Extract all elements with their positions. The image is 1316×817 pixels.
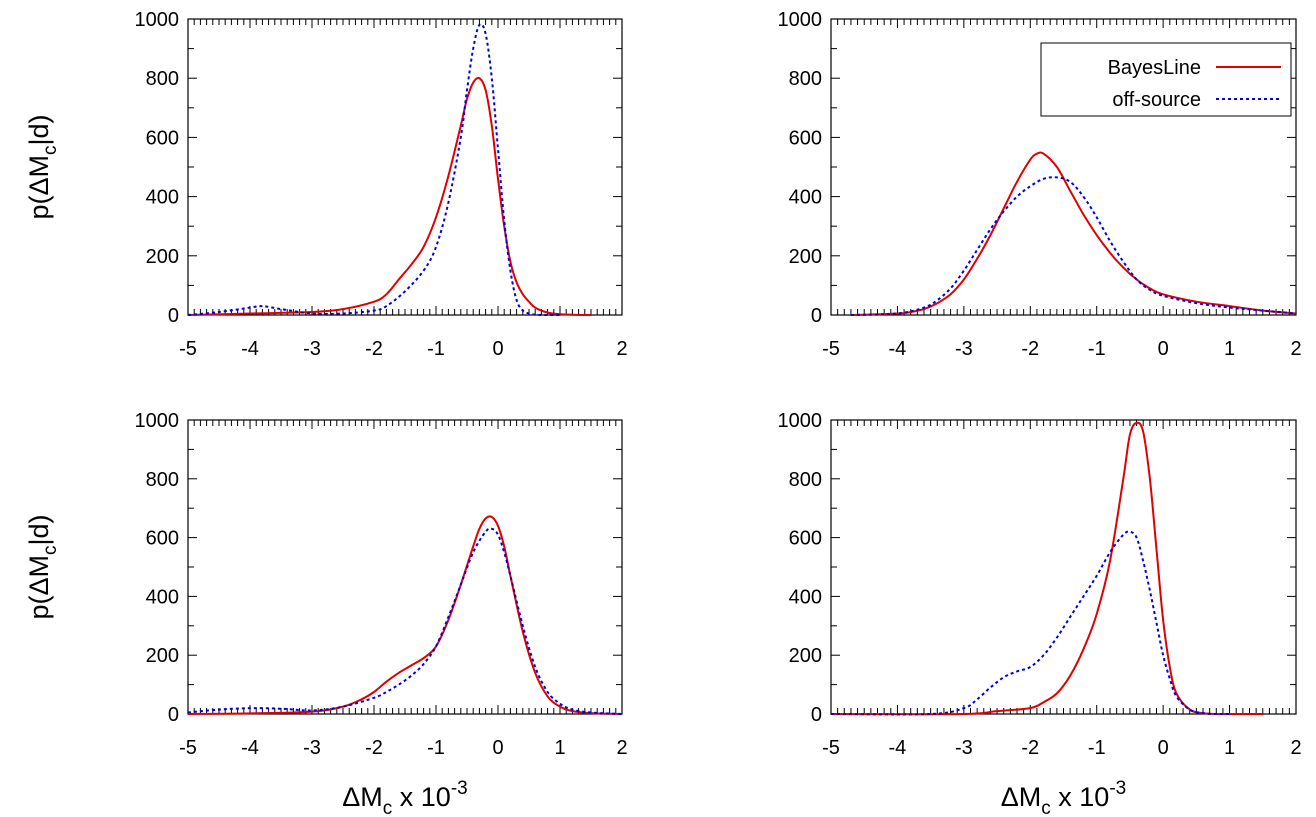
y-tick-label: 0 (811, 704, 822, 726)
y-tick-label: 600 (789, 127, 822, 149)
y-tick-label: 0 (168, 704, 179, 726)
x-tick-label: -1 (1088, 338, 1106, 360)
x-tick-label: 2 (1290, 338, 1301, 360)
x-tick-label: 0 (492, 737, 503, 759)
x-tick-label: -1 (427, 737, 445, 759)
y-tick-label: 1000 (135, 9, 180, 31)
y-tick-label: 600 (146, 127, 179, 149)
x-tick-label: 2 (1290, 737, 1301, 759)
x-tick-label: -4 (241, 737, 259, 759)
plot-frame (830, 419, 1297, 715)
x-tick-label: -2 (365, 338, 383, 360)
y-axis-label: p(ΔMc|d) (24, 514, 61, 619)
x-tick-label: -4 (889, 338, 907, 360)
x-tick-label: -2 (1021, 338, 1039, 360)
y-tick-label: 1000 (778, 410, 823, 432)
x-tick-label: -3 (955, 338, 973, 360)
y-tick-label: 1000 (778, 9, 823, 31)
x-tick-label: -5 (179, 338, 197, 360)
series-line-off-source (187, 527, 623, 715)
x-tick-label: -4 (889, 737, 907, 759)
y-tick-label: 200 (789, 645, 822, 667)
x-tick-label: 1 (1224, 737, 1235, 759)
x-tick-label: 0 (1158, 737, 1169, 759)
x-tick-label: -1 (427, 338, 445, 360)
series-line-off-source (187, 23, 560, 316)
y-tick-label: 800 (789, 469, 822, 491)
x-tick-label: -2 (1021, 737, 1039, 759)
panel-bottom-left: -5 -4 -3 -2 -1 0 1 2 0 200 400 600 800 1000 p(ΔMc|d) ΔM… (24, 410, 628, 817)
y-tick-label: 600 (146, 528, 179, 550)
y-tick-label: 400 (146, 586, 179, 608)
y-tick-label: 400 (146, 187, 179, 209)
x-tick-label: 0 (492, 338, 503, 360)
x-axis-label: ΔMc x 10-3 (342, 778, 467, 817)
legend-entry-label: BayesLine (1108, 57, 1201, 79)
x-tick-label: -4 (241, 338, 259, 360)
y-tick-label: 400 (789, 187, 822, 209)
x-tick-label: -2 (365, 737, 383, 759)
series-line-bayesline (830, 421, 1263, 716)
series-line-bayesline (187, 76, 592, 316)
series-line-bayesline (850, 151, 1297, 316)
y-tick-label: 800 (789, 68, 822, 90)
x-tick-label: 1 (1224, 338, 1235, 360)
panel-top-right: -5 -4 -3 -2 -1 0 1 2 0 200 400 600 800 1000 BayesLine o… (778, 9, 1302, 360)
legend-entry-label: off-source (1112, 89, 1201, 111)
x-tick-label: -5 (822, 338, 840, 360)
x-tick-label: 2 (616, 737, 627, 759)
y-tick-label: 0 (168, 305, 179, 327)
y-tick-label: 0 (811, 305, 822, 327)
y-tick-label: 1000 (135, 410, 180, 432)
y-tick-label: 400 (789, 586, 822, 608)
y-tick-label: 800 (146, 68, 179, 90)
x-tick-label: 1 (554, 737, 565, 759)
x-axis-label: ΔMc x 10-3 (1001, 778, 1126, 817)
legend-box (1040, 42, 1292, 117)
y-tick-label: 200 (146, 246, 179, 268)
x-tick-label: 1 (554, 338, 565, 360)
y-tick-label: 200 (146, 645, 179, 667)
legend: BayesLine off-source (1040, 42, 1292, 117)
x-tick-label: -3 (303, 338, 321, 360)
x-tick-label: -5 (179, 737, 197, 759)
x-tick-label: -5 (822, 737, 840, 759)
y-tick-label: 200 (789, 246, 822, 268)
y-tick-label: 800 (146, 469, 179, 491)
series-line-off-source (850, 176, 1297, 316)
x-tick-label: -1 (1088, 737, 1106, 759)
series-line-off-source (830, 530, 1230, 716)
series-line-bayesline (187, 515, 623, 715)
x-tick-label: -3 (303, 737, 321, 759)
x-tick-label: 0 (1158, 338, 1169, 360)
plot-frame (187, 18, 623, 316)
panel-top-left: -5 -4 -3 -2 -1 0 1 2 0 200 400 600 800 1000 p(ΔMc|d) (24, 9, 628, 360)
y-tick-label: 600 (789, 528, 822, 550)
x-tick-label: 2 (616, 338, 627, 360)
panel-bottom-right: -5 -4 -3 -2 -1 0 1 2 0 200 400 600 800 1000 ΔMc x 10-3 (778, 410, 1302, 817)
y-axis-label: p(ΔMc|d) (24, 114, 61, 219)
x-tick-label: -3 (955, 737, 973, 759)
